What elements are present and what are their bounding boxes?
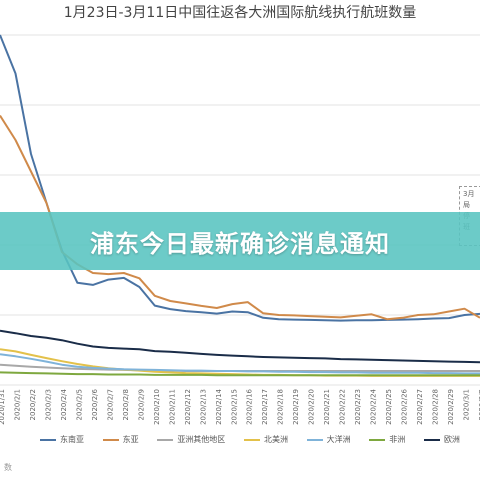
x-tick-label: 2020/2/22 xyxy=(339,389,347,425)
legend-item-north-america: 北美洲 xyxy=(243,434,288,445)
x-tick-label: 2020/2/3 xyxy=(44,389,52,420)
x-tick-label: 2020/2/21 xyxy=(323,389,331,425)
legend-item-east-asia: 东亚 xyxy=(102,434,139,445)
x-tick-label: 2020/2/10 xyxy=(153,389,161,425)
x-tick-label: 2020/2/12 xyxy=(184,389,192,425)
x-tick-label: 2020/2/24 xyxy=(370,388,378,424)
x-tick-label: 2020/2/8 xyxy=(122,389,130,420)
legend-label: 东南亚 xyxy=(60,435,84,444)
x-tick-label: 2020/2/4 xyxy=(60,388,68,420)
x-tick-label: 2020/2/7 xyxy=(106,389,114,420)
x-tick-label: 2020/2/18 xyxy=(277,389,285,425)
x-tick-label: 2020/3/1 xyxy=(463,389,471,420)
legend-swatch xyxy=(102,438,119,441)
legend-label: 亚洲其他地区 xyxy=(177,435,226,444)
legend-swatch xyxy=(157,438,174,441)
x-tick-label: 2020/2/2 xyxy=(29,389,37,420)
legend-item-oceania: 大洋洲 xyxy=(306,434,351,445)
legend-swatch xyxy=(243,438,260,441)
x-tick-label: 2020/2/13 xyxy=(199,389,207,425)
legend-label: 北美洲 xyxy=(263,435,288,444)
x-tick-label: 2020/2/16 xyxy=(246,388,254,424)
x-tick-label: 2020/2/19 xyxy=(292,389,300,425)
legend-swatch xyxy=(40,438,56,441)
legend-swatch xyxy=(423,438,440,441)
series-line-4 xyxy=(0,353,480,375)
legend-label: 大洋洲 xyxy=(326,435,351,444)
x-tick-label: 2020/2/11 xyxy=(168,389,176,425)
x-tick-label: 2020/2/25 xyxy=(385,389,393,425)
legend-label: 欧洲 xyxy=(443,435,460,444)
x-tick-label: 2020/2/6 xyxy=(91,388,99,420)
chart-legend: 东南亚 东亚 亚洲其他地区 北美洲 大洋洲 非洲 欧洲 xyxy=(40,434,460,445)
annotation-line: 3月 xyxy=(463,190,475,198)
legend-swatch xyxy=(369,438,386,441)
x-tick-label: 2020/3/2 xyxy=(478,389,480,420)
x-tick-label: 2020/2/23 xyxy=(354,389,362,425)
x-tick-label: 2020/2/1 xyxy=(13,389,21,420)
x-tick-label: 2020/2/17 xyxy=(261,389,269,425)
headline-banner[interactable]: 浦东今日最新确诊消息通知 xyxy=(0,212,480,270)
series-layer xyxy=(0,34,480,377)
x-tick-labels: 2020/1/31 2020/2/1 2020/2/2 2020/2/3 2020/2/… xyxy=(0,388,480,424)
legend-item-southeast-asia: 东南亚 xyxy=(40,434,84,445)
x-tick-label: 2020/2/9 xyxy=(137,389,145,420)
banner-title[interactable]: 浦东今日最新确诊消息通知 xyxy=(90,229,390,258)
x-tick-label: 2020/2/5 xyxy=(75,389,83,420)
series-line-6 xyxy=(0,329,480,364)
x-tick-label: 2020/2/28 xyxy=(432,389,440,425)
series-line-0 xyxy=(0,34,480,322)
x-tick-label: 2020/2/29 xyxy=(447,389,455,425)
legend-swatch xyxy=(306,438,323,441)
annotation-line: 局 xyxy=(463,201,470,209)
x-tick-label: 2020/2/26 xyxy=(401,388,409,424)
x-tick-label: 2020/2/15 xyxy=(230,389,238,425)
source-footnote: 数 xyxy=(4,463,12,472)
legend-label: 非洲 xyxy=(389,435,406,444)
legend-item-europe: 欧洲 xyxy=(423,434,460,445)
x-tick-label: 2020/2/14 xyxy=(215,388,223,424)
legend-item-africa: 非洲 xyxy=(369,434,405,445)
x-tick-label: 2020/1/31 xyxy=(0,389,6,425)
x-tick-label: 2020/2/27 xyxy=(416,389,424,425)
chart-title: 1月23日-3月11日中国往返各大洲国际航线执行航班数量 xyxy=(63,5,417,21)
legend-label: 东亚 xyxy=(122,435,139,444)
grid-layer xyxy=(0,34,480,386)
legend-item-other-asia: 亚洲其他地区 xyxy=(157,434,225,445)
series-line-5 xyxy=(0,371,480,377)
x-tick-label: 2020/2/20 xyxy=(308,389,316,425)
